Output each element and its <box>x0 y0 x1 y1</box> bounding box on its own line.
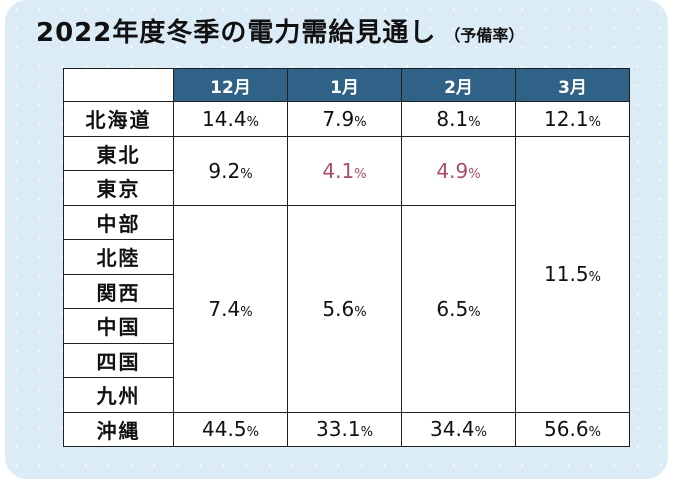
value-cell-west-feb: 6.5% <box>401 204 516 413</box>
page-subtitle: （予備率） <box>444 26 525 45</box>
value-cell: 34.4% <box>401 411 516 447</box>
table-row: 北陸 <box>63 239 630 275</box>
value-cell-west-jan: 5.6% <box>287 204 402 413</box>
region-label: 中部 <box>63 204 174 240</box>
value-cell-mainland-mar: 11.5% <box>515 135 630 413</box>
region-label: 東京 <box>63 170 174 206</box>
header-month: 12月 <box>173 68 288 102</box>
table-row: 東北 9.2% 4.1% 4.9% 11.5% <box>63 135 630 413</box>
header-row: 12月 1月 2月 3月 <box>63 68 630 102</box>
region-label: 沖縄 <box>63 411 174 447</box>
header-month: 3月 <box>515 68 630 102</box>
value-cell: 33.1% <box>287 411 402 447</box>
table-row: 中国 <box>63 308 630 344</box>
value-cell: 12.1% <box>515 101 630 137</box>
reserve-margin-table: 12月 1月 2月 3月 北海道 14.4% 7.9% 8.1% 12.1% 東… <box>63 68 630 447</box>
value-cell: 44.5% <box>173 411 288 447</box>
table-row: 東京 <box>63 170 630 206</box>
region-label: 中国 <box>63 308 174 344</box>
region-label: 関西 <box>63 273 174 309</box>
value-cell-west-dec: 7.4% <box>173 204 288 413</box>
corner-cell <box>63 68 174 102</box>
value-cell: 8.1% <box>401 101 516 137</box>
title-bar: 2022年度冬季の電力需給見通し （予備率） <box>36 12 676 62</box>
value-cell: 7.9% <box>287 101 402 137</box>
value-cell-east-jan: 4.1% <box>287 135 402 206</box>
region-label: 東北 <box>63 135 174 171</box>
value-cell: 56.6% <box>515 411 630 447</box>
table-row: 沖縄 44.5% 33.1% 34.4% 56.6% <box>63 411 630 447</box>
table-row: 中部 7.4% 5.6% 6.5% <box>63 204 630 413</box>
header-month: 1月 <box>287 68 402 102</box>
table-row: 九州 <box>63 377 630 413</box>
table-row: 北海道 14.4% 7.9% 8.1% 12.1% <box>63 101 630 137</box>
region-label: 四国 <box>63 342 174 378</box>
region-label: 北海道 <box>63 101 174 137</box>
header-month: 2月 <box>401 68 516 102</box>
region-label: 九州 <box>63 377 174 413</box>
page-title: 2022年度冬季の電力需給見通し <box>36 18 437 48</box>
value-cell-east-dec: 9.2% <box>173 135 288 206</box>
value-cell: 14.4% <box>173 101 288 137</box>
table-row: 関西 <box>63 273 630 309</box>
table-row: 四国 <box>63 342 630 378</box>
value-cell-east-feb: 4.9% <box>401 135 516 206</box>
region-label: 北陸 <box>63 239 174 275</box>
